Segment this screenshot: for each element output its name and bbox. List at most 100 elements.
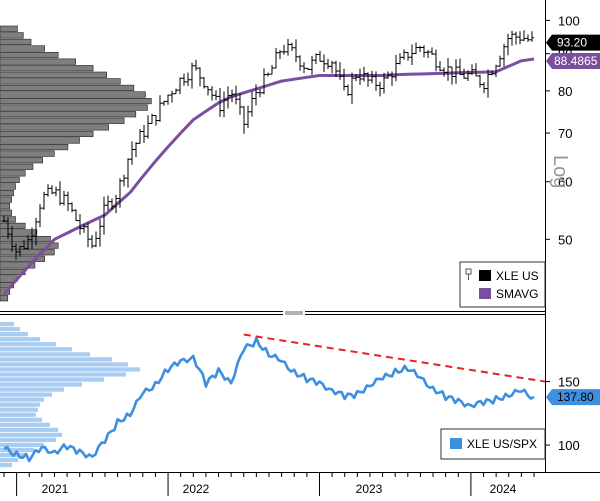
ohlc-bar bbox=[514, 31, 518, 45]
relative-profile-bar bbox=[0, 372, 126, 377]
ohlc-bar bbox=[202, 77, 206, 89]
ohlc-bar bbox=[326, 58, 330, 70]
price-profile-bar bbox=[0, 58, 76, 65]
ohlc-bar bbox=[190, 62, 194, 89]
relative-profile-bar bbox=[0, 377, 104, 382]
panel-splitter-handle[interactable] bbox=[283, 309, 305, 317]
ohlc-bar bbox=[102, 196, 106, 235]
ohlc-bar bbox=[318, 50, 322, 62]
ohlc-bar bbox=[350, 72, 354, 104]
ohlc-bar bbox=[490, 70, 494, 76]
price-profile-bar bbox=[0, 249, 55, 256]
ohlc-bar bbox=[382, 72, 386, 94]
price-tick-label: 100 bbox=[558, 13, 580, 28]
relative-profile-bar bbox=[0, 352, 90, 357]
relative-profile-bar bbox=[0, 437, 56, 443]
price-profile-bar bbox=[0, 32, 24, 39]
ohlc-bar bbox=[138, 129, 142, 144]
svg-text:93.20: 93.20 bbox=[557, 36, 587, 50]
legend-swatch-smavg bbox=[479, 288, 491, 299]
relative-profile-bar bbox=[0, 362, 128, 367]
price-profile-bar bbox=[0, 183, 16, 190]
ohlc-bar bbox=[106, 195, 110, 211]
ohlc-bar bbox=[466, 70, 470, 82]
price-profile-bar bbox=[0, 97, 152, 105]
relative-panel bbox=[3, 333, 546, 463]
ohlc-bar bbox=[78, 214, 82, 235]
ohlc-bar bbox=[130, 141, 134, 165]
relative-profile-bar bbox=[0, 432, 62, 437]
price-profile-bar bbox=[0, 170, 26, 177]
ohlc-bar bbox=[338, 62, 342, 80]
ohlc-bar bbox=[518, 31, 522, 45]
relative-profile-bar bbox=[0, 337, 40, 342]
price-profile-bar bbox=[0, 295, 9, 302]
ohlc-bar bbox=[210, 86, 214, 101]
ohlc-bar bbox=[170, 90, 174, 103]
x-tick-label-2024: 2024 bbox=[490, 482, 517, 496]
ohlc-bar bbox=[290, 42, 294, 52]
ohlc-bar bbox=[370, 70, 374, 84]
price-profile-bar bbox=[0, 203, 10, 210]
ohlc-bar bbox=[234, 85, 238, 105]
price-tick-label: 50 bbox=[558, 232, 572, 247]
price-profile-bar bbox=[0, 235, 51, 243]
ohlc-bar bbox=[262, 68, 266, 95]
ohlc-bar bbox=[14, 243, 18, 260]
ohlc-bar bbox=[254, 84, 258, 106]
relative-legend[interactable]: XLE US/SPX bbox=[440, 428, 546, 460]
ohlc-bar bbox=[334, 60, 338, 78]
ohlc-bar bbox=[158, 95, 162, 122]
price-profile-bar bbox=[0, 242, 59, 249]
ohlc-bar bbox=[18, 245, 22, 257]
price-profile-bar bbox=[0, 130, 94, 138]
ohlc-bar bbox=[54, 186, 58, 197]
ohlc-bar bbox=[278, 50, 282, 60]
ohlc-bar bbox=[38, 204, 42, 228]
legend-collapse-icon[interactable] bbox=[465, 268, 472, 280]
relative-profile-bar bbox=[0, 357, 112, 362]
ohlc-bar bbox=[438, 61, 442, 72]
price-profile-bar bbox=[0, 176, 20, 184]
ohlc-bar bbox=[526, 34, 530, 42]
ohlc-bar bbox=[206, 86, 210, 96]
relative-profile-bar bbox=[0, 422, 50, 427]
ohlc-bar bbox=[474, 63, 478, 77]
ohlc-bar bbox=[110, 198, 114, 210]
x-tick-label-2022: 2022 bbox=[183, 482, 210, 496]
ohlc-bar bbox=[282, 44, 286, 55]
price-profile-bar bbox=[0, 117, 125, 124]
svg-text:88.4865: 88.4865 bbox=[554, 54, 598, 68]
x-tick-label-2023: 2023 bbox=[356, 482, 383, 496]
ohlc-bar bbox=[266, 72, 270, 77]
ohlc-bar bbox=[178, 77, 182, 94]
relative-profile-bar bbox=[0, 407, 38, 412]
price-legend[interactable]: XLE US SMAVG bbox=[459, 261, 546, 308]
ohlc-bar bbox=[90, 235, 94, 249]
svg-text:137.80: 137.80 bbox=[557, 390, 594, 404]
relative-profile-bar bbox=[0, 462, 12, 468]
ohlc-bar bbox=[154, 115, 158, 126]
ohlc-bar bbox=[62, 190, 66, 206]
price-profile-bar bbox=[0, 65, 94, 72]
relative-profile-bar bbox=[0, 427, 58, 432]
ohlc-bar bbox=[506, 33, 510, 56]
price-profile-bar bbox=[0, 196, 12, 203]
ohlc-bar bbox=[34, 217, 38, 246]
ohlc-bar bbox=[246, 105, 250, 129]
ohlc-bar bbox=[94, 231, 98, 248]
relative-tick-label: 150 bbox=[558, 375, 580, 390]
ohlc-bar bbox=[126, 158, 130, 188]
ohlc-bar bbox=[66, 191, 70, 211]
ohlc-bar bbox=[238, 93, 242, 115]
ohlc-bar bbox=[222, 91, 226, 118]
ohlc-bar bbox=[230, 89, 234, 103]
price-profile-bar bbox=[0, 51, 59, 59]
legend-label-smavg: SMAVG bbox=[496, 287, 538, 301]
ohlc-bar bbox=[58, 181, 62, 206]
ohlc-bar bbox=[314, 53, 318, 65]
price-panel bbox=[2, 30, 535, 296]
relative-profile-bar bbox=[0, 397, 44, 402]
